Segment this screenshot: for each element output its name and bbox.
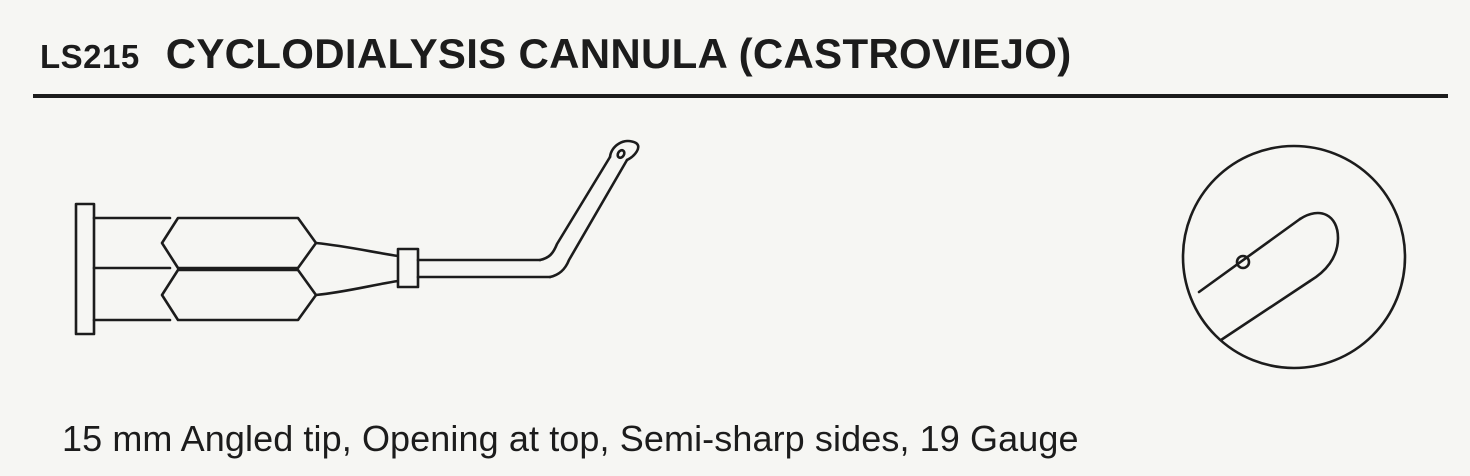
product-name: CYCLODIALYSIS CANNULA (CASTROVIEJO)	[165, 30, 1072, 77]
product-description: 15 mm Angled tip, Opening at top, Semi-s…	[62, 418, 1079, 459]
product-code: LS215	[40, 38, 140, 75]
angled-cannula-drawing-icon	[74, 139, 640, 336]
header-divider	[33, 94, 1448, 98]
cannula-tip-detail-icon	[1181, 144, 1407, 370]
product-header: LS215 CYCLODIALYSIS CANNULA (CASTROVIEJO…	[40, 30, 1072, 90]
